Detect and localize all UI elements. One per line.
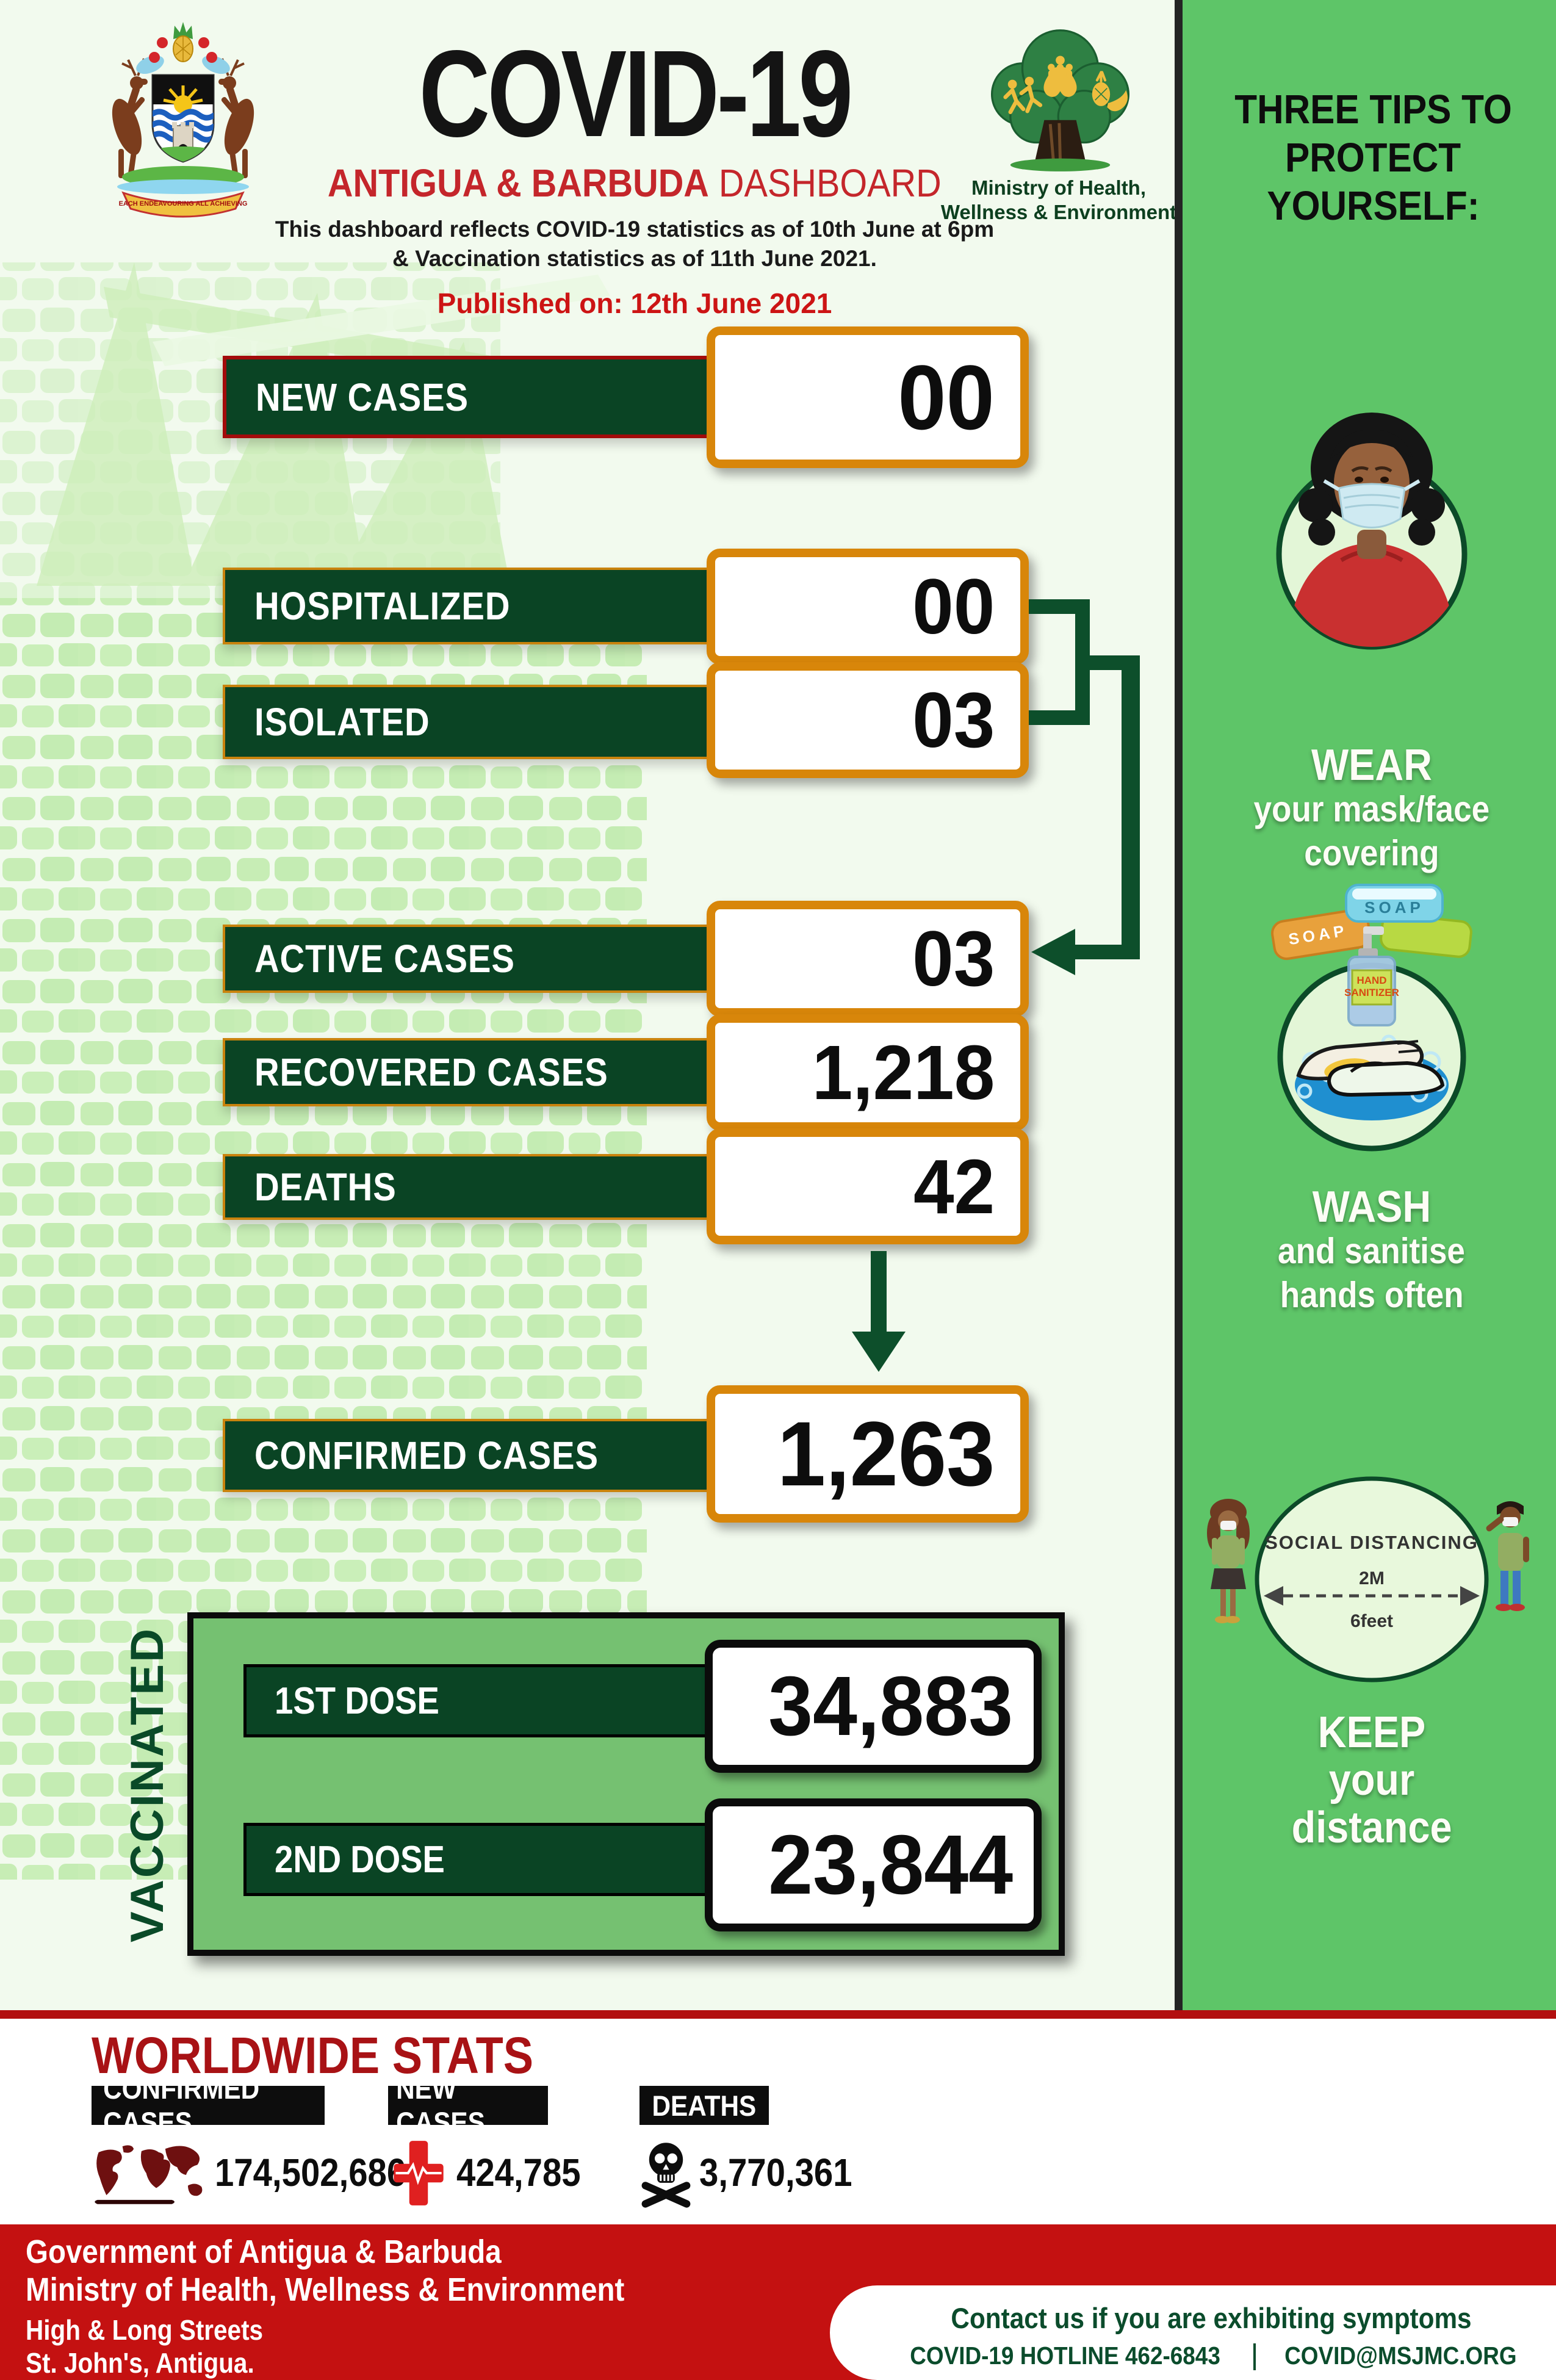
medical-cross-icon xyxy=(394,2141,444,2205)
contact-bubble: Contact us if you are exhibiting symptom… xyxy=(830,2285,1556,2380)
world-map-icon xyxy=(95,2145,203,2204)
worldwide-confirmed-label: CONFIRMED CASES xyxy=(92,2072,325,2138)
hands-holding-family-icon xyxy=(1043,56,1077,97)
distance-meters: 2M xyxy=(1359,1568,1385,1588)
subtitle-country: ANTIGUA & BARBUDA xyxy=(328,161,710,205)
footer-city: St. John's, Antigua. xyxy=(26,2347,254,2379)
arrow-left-icon xyxy=(1031,929,1075,975)
stat-value-isolated: 03 xyxy=(707,662,1029,778)
stat-label-new-cases: NEW CASES xyxy=(223,356,718,438)
deer-supporter-left-icon xyxy=(112,58,148,178)
stat-value-confirmed-cases: 1,263 xyxy=(707,1385,1029,1523)
section-divider xyxy=(0,2010,1556,2019)
footer-government: Government of Antigua & Barbuda xyxy=(26,2234,502,2270)
hibiscus-flowers-icon xyxy=(149,37,217,63)
contact-row: COVID-19 HOTLINE 462-6843 COVID@MSJMC.ORG xyxy=(879,2342,1544,2370)
stat-label-confirmed-cases: CONFIRMED CASES xyxy=(223,1419,718,1492)
stat-label-deaths: DEATHS xyxy=(223,1154,718,1220)
skull-crossbones-icon xyxy=(641,2143,691,2208)
hand-sanitizer-icon: HAND SANITIZER xyxy=(1344,926,1399,1026)
shield-icon xyxy=(151,74,215,163)
vaccinated-panel: 1ST DOSE 34,883 2ND DOSE 23,844 xyxy=(187,1612,1065,1956)
person-right xyxy=(1486,1501,1529,1611)
footer: Government of Antigua & Barbuda Ministry… xyxy=(0,2224,1556,2380)
contact-divider xyxy=(1253,2343,1256,2370)
stat-value-active-cases: 03 xyxy=(707,901,1029,1017)
stat-value-new-cases: 00 xyxy=(707,326,1029,468)
stat-label-hospitalized: HOSPITALIZED xyxy=(223,568,718,644)
soap-bars-icon: SOAP SOAP xyxy=(1271,884,1472,961)
svg-text:SANITIZER: SANITIZER xyxy=(1344,987,1399,998)
tip-distance-text: KEEP your distance xyxy=(1291,1708,1452,1852)
water-icon xyxy=(117,179,249,194)
runners-icon xyxy=(1003,76,1043,114)
distance-feet: 6feet xyxy=(1350,1611,1393,1631)
dose2-value: 23,844 xyxy=(705,1798,1042,1931)
wear-mask-icon xyxy=(1276,413,1468,650)
worldwide-deaths-value: 3,770,361 xyxy=(699,2151,852,2194)
stat-label-active-cases: ACTIVE CASES xyxy=(223,925,718,993)
main-panel: EACH ENDEAVOURING ALL ACHIEVING COVID-19… xyxy=(0,22,1177,1956)
keep-distance-icon: SOCIAL DISTANCING 2M 6feet xyxy=(1207,1476,1529,1682)
worldwide-heading: WORLDWIDE STATS xyxy=(92,2027,534,2084)
connector-isolated xyxy=(1029,710,1090,725)
pineapple-crest-icon xyxy=(173,22,193,62)
stat-value-recovered-cases: 1,218 xyxy=(707,1014,1029,1131)
page-title: COVID-19 xyxy=(419,24,854,162)
dashboard-note: This dashboard reflects COVID-19 statist… xyxy=(256,215,1013,273)
arrow-down-shaft xyxy=(871,1251,887,1332)
ministry-logo-icon xyxy=(990,29,1130,171)
tip-wear-text: WEAR your mask/face covering xyxy=(1253,741,1490,873)
footer-street: High & Long Streets xyxy=(26,2314,264,2346)
tips-heading: THREE TIPS TO PROTECT YOURSELF: xyxy=(1234,87,1512,229)
page-subtitle: ANTIGUA & BARBUDA DASHBOARD xyxy=(256,164,1013,203)
svg-text:SOAP: SOAP xyxy=(1364,898,1424,917)
produce-icon xyxy=(1092,71,1128,112)
social-distancing-label: SOCIAL DISTANCING xyxy=(1265,1532,1479,1553)
worldwide-deaths-label: DEATHS xyxy=(639,2086,769,2125)
antigua-coat-of-arms: EACH ENDEAVOURING ALL ACHIEVING xyxy=(112,22,254,218)
arrow-down-icon xyxy=(852,1332,906,1372)
grass xyxy=(1010,158,1111,171)
connector-drop xyxy=(1122,655,1140,952)
worldwide-confirmed-value: 174,502,686 xyxy=(215,2151,406,2194)
deer-supporter-right-icon xyxy=(218,58,254,178)
worldwide-new-value: 424,785 xyxy=(456,2151,581,2194)
stat-label-isolated: ISOLATED xyxy=(223,685,718,759)
connector-to-active xyxy=(1069,945,1140,959)
stat-label-recovered-cases: RECOVERED CASES xyxy=(223,1038,718,1106)
stat-value-hospitalized: 00 xyxy=(707,549,1029,665)
vaccinated-title: VACCINATED xyxy=(121,1627,173,1943)
note-line-1: This dashboard reflects COVID-19 statist… xyxy=(275,217,995,242)
subtitle-dashboard: DASHBOARD xyxy=(709,161,942,205)
hotline-number: COVID-19 HOTLINE 462-6843 xyxy=(910,2342,1220,2370)
note-line-2: & Vaccination statistics as of 11th June… xyxy=(392,246,877,271)
contact-heading: Contact us if you are exhibiting symptom… xyxy=(951,2302,1472,2334)
tips-sidebar: THREE TIPS TO PROTECT YOURSELF: W xyxy=(1175,0,1556,2010)
stat-value-deaths: 42 xyxy=(707,1128,1029,1244)
wash-hands-icon: SOAP SOAP HAND SANITIZER xyxy=(1271,884,1472,1152)
contact-email: COVID@MSJMC.ORG xyxy=(1284,2342,1517,2370)
footer-ministry: Ministry of Health, Wellness & Environme… xyxy=(26,2271,625,2308)
dose1-value: 34,883 xyxy=(705,1640,1042,1773)
dose2-label: 2ND DOSE xyxy=(243,1823,715,1896)
motto-banner: EACH ENDEAVOURING ALL ACHIEVING xyxy=(119,191,248,218)
dose1-label: 1ST DOSE xyxy=(243,1664,715,1737)
worldwide-stats-section: WORLDWIDE STATS CONFIRMED CASES NEW CASE… xyxy=(0,2019,1556,2224)
published-date: Published on: 12th June 2021 xyxy=(437,287,832,319)
ministry-caption: Ministry of Health, Wellness & Environme… xyxy=(940,176,1177,223)
svg-text:HAND: HAND xyxy=(1356,975,1386,986)
tip-wash-text: WASH and sanitise hands often xyxy=(1278,1183,1466,1315)
motto-text: EACH ENDEAVOURING ALL ACHIEVING xyxy=(119,200,248,207)
connector-bracket xyxy=(1075,599,1090,725)
person-left xyxy=(1207,1499,1250,1623)
worldwide-new-label: NEW CASES xyxy=(388,2072,548,2138)
